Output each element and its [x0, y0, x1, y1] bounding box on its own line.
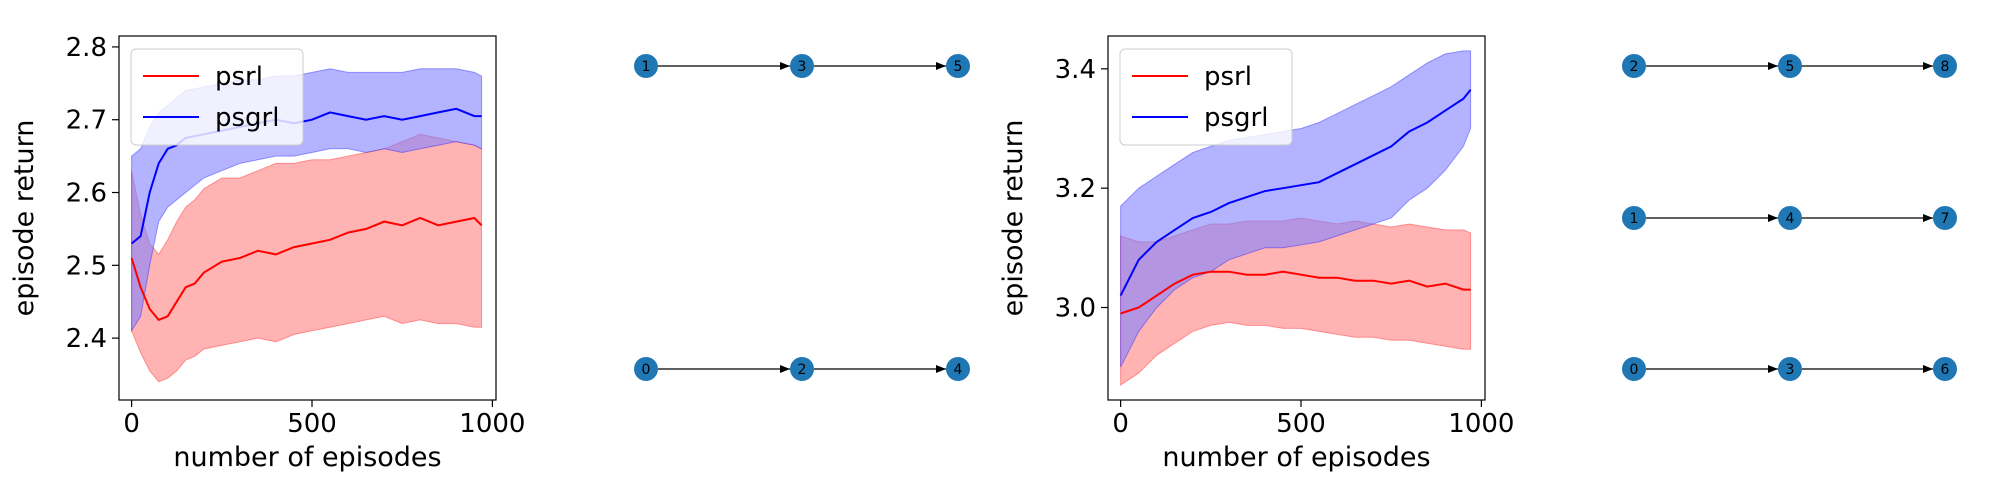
node-label: 0 [1630, 362, 1639, 378]
x-tick-label: 500 [287, 409, 337, 439]
x-axis-label: number of episodes [173, 442, 441, 473]
legend-box [1119, 48, 1293, 146]
y-tick-label: 2.4 [66, 324, 107, 354]
node-2 [790, 357, 814, 381]
node-5 [946, 54, 970, 78]
y-axis-label: episode return [9, 120, 40, 317]
series-psrl-line [1120, 270, 1471, 315]
node-label: 5 [954, 59, 963, 75]
legend-box [130, 48, 304, 146]
y-tick-label: 2.8 [66, 33, 107, 63]
node-label: 5 [1786, 59, 1795, 75]
axes-frame [118, 35, 497, 401]
node-label: 2 [798, 362, 807, 378]
x-tick-label: 0 [1112, 409, 1129, 439]
node-label: 2 [1630, 59, 1639, 75]
node-4 [946, 357, 970, 381]
series-psrl-band [131, 133, 483, 383]
x-tick-label: 1000 [459, 409, 525, 439]
chart-right-episode-return: 0 500 1000 3.0 3.2 3.4 number of episodes episo… [998, 35, 1514, 473]
node-2 [1622, 54, 1646, 78]
y-tick-label: 3.4 [1055, 55, 1096, 85]
legend: psrl psgrl [1119, 48, 1293, 146]
node-3 [790, 54, 814, 78]
legend-label-psrl: psrl [215, 62, 263, 92]
node-0 [634, 357, 658, 381]
node-label: 1 [642, 59, 651, 75]
node-label: 3 [1786, 362, 1795, 378]
node-label: 4 [1786, 211, 1795, 227]
node-5 [1778, 54, 1802, 78]
y-tick-label: 2.7 [66, 106, 107, 136]
legend-label-psgrl: psgrl [215, 103, 279, 133]
node-label: 1 [1630, 211, 1639, 227]
node-4 [1778, 206, 1802, 230]
x-tick-label: 0 [123, 409, 140, 439]
legend-label-psrl: psrl [1204, 62, 1252, 92]
x-tick-label: 500 [1276, 409, 1326, 439]
chart-left-episode-return: 0 500 1000 2.4 2.5 2.6 2.7 2.8 number of episode… [9, 33, 525, 473]
node-0 [1622, 357, 1646, 381]
x-tick-label: 1000 [1448, 409, 1514, 439]
node-7 [1933, 206, 1957, 230]
node-1 [634, 54, 658, 78]
series-psgrl-line [1119, 89, 1472, 297]
legend-label-psgrl: psgrl [1204, 103, 1268, 133]
x-axis-label: number of episodes [1162, 442, 1430, 473]
node-8 [1933, 54, 1957, 78]
node-label: 0 [642, 362, 651, 378]
node-label: 8 [1941, 59, 1950, 75]
node-label: 3 [798, 59, 807, 75]
y-tick-label: 2.6 [66, 179, 107, 209]
y-tick-label: 2.5 [66, 251, 107, 281]
node-3 [1778, 357, 1802, 381]
graph-right-chain-diagram: 2 5 81 4 70 3 6 [1622, 54, 1957, 381]
node-label: 4 [954, 362, 963, 378]
graph-left-chain-diagram: 1 3 5 0 2 4 [634, 54, 970, 381]
y-tick-label: 3.2 [1055, 174, 1096, 204]
node-1 [1622, 206, 1646, 230]
node-label: 7 [1941, 211, 1950, 227]
series-psrl-line [130, 216, 483, 322]
axes-frame [1107, 35, 1486, 401]
y-axis-label: episode return [998, 120, 1029, 317]
node-6 [1933, 357, 1957, 381]
y-tick-label: 3.0 [1055, 294, 1096, 324]
legend: psrl psgrl [130, 48, 304, 146]
node-label: 6 [1941, 362, 1950, 378]
